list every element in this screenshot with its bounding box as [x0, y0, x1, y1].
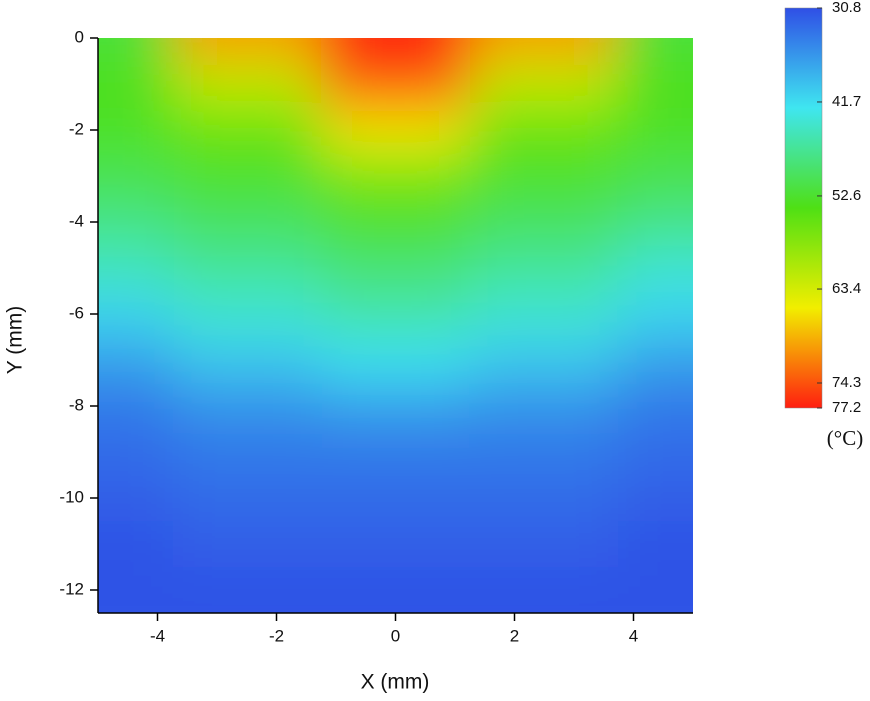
colorbar-tick-label: 77.2 — [832, 399, 861, 416]
x-tick-label: 2 — [510, 626, 519, 645]
y-axis-label: Y (mm) — [4, 306, 27, 374]
heat-cell — [172, 38, 322, 61]
heat-cell — [618, 153, 693, 199]
heat-cell — [618, 245, 693, 291]
heat-cell — [469, 291, 619, 337]
heat-cell — [618, 199, 693, 245]
heat-cell — [98, 38, 173, 61]
heatmap — [98, 38, 693, 613]
heat-cell — [469, 521, 619, 567]
colorbar — [784, 7, 823, 409]
y-tick-label: 0 — [75, 27, 84, 46]
heat-cell — [618, 521, 693, 567]
heat-cell — [98, 429, 173, 475]
heat-cell — [172, 61, 322, 107]
heat-cell — [321, 38, 470, 61]
heat-cell — [98, 245, 173, 291]
heat-cell — [618, 61, 693, 107]
heat-cell — [172, 199, 322, 245]
heat-cell — [98, 567, 173, 613]
x-tick-label: 0 — [391, 626, 400, 645]
heat-cell — [321, 475, 470, 521]
x-tick-label: 4 — [629, 626, 638, 645]
colorbar-tick-label: 41.7 — [832, 93, 861, 110]
heat-cell — [469, 107, 619, 153]
heat-cell — [321, 245, 470, 291]
heat-cell — [172, 153, 322, 199]
heat-cell — [469, 429, 619, 475]
heat-cell — [98, 153, 173, 199]
heat-cell — [618, 475, 693, 521]
heat-cell — [618, 337, 693, 383]
heat-cell — [321, 199, 470, 245]
heat-cell — [321, 429, 470, 475]
heat-cell — [469, 383, 619, 429]
heat-cell — [469, 245, 619, 291]
heat-cell — [321, 521, 470, 567]
heat-cell — [172, 291, 322, 337]
heat-cell — [469, 337, 619, 383]
x-axis-label: X (mm) — [361, 671, 430, 694]
heat-cell — [98, 383, 173, 429]
heat-cell — [469, 475, 619, 521]
heat-cell — [469, 38, 619, 61]
y-tick-label: -6 — [69, 303, 84, 322]
heat-cell — [321, 61, 470, 107]
heat-cell — [321, 337, 470, 383]
heat-cell — [98, 107, 173, 153]
y-tick-label: -2 — [69, 119, 84, 138]
heat-cell — [321, 153, 470, 199]
heat-cell — [172, 337, 322, 383]
colorbar-label: (°C) — [827, 426, 863, 450]
y-tick-label: -10 — [59, 487, 84, 506]
heat-cell — [172, 245, 322, 291]
heat-cell — [98, 337, 173, 383]
colorbar-tick-label: 63.4 — [832, 280, 861, 297]
heat-cell — [98, 199, 173, 245]
x-tick-label: -4 — [150, 626, 165, 645]
heat-cell — [172, 383, 322, 429]
heat-cell — [618, 383, 693, 429]
colorbar-tick-label: 74.3 — [832, 374, 861, 391]
heat-cell — [321, 107, 470, 153]
heat-cell — [172, 475, 322, 521]
colorbar-tick-label: 30.8 — [832, 0, 861, 16]
x-tick-label: -2 — [269, 626, 284, 645]
heat-cell — [98, 291, 173, 337]
y-tick-label: -12 — [59, 579, 84, 598]
y-tick-label: -8 — [69, 395, 84, 414]
heat-cell — [618, 107, 693, 153]
heat-cell — [172, 429, 322, 475]
heat-cell — [172, 521, 322, 567]
heat-cell — [469, 153, 619, 199]
heat-cell — [469, 61, 619, 107]
heat-cell — [618, 429, 693, 475]
heat-cell — [618, 291, 693, 337]
heat-cell — [618, 567, 693, 613]
heat-cell — [321, 383, 470, 429]
heat-cell — [618, 38, 693, 61]
heat-cell — [469, 199, 619, 245]
heat-cell — [172, 107, 322, 153]
heat-cell — [321, 291, 470, 337]
heat-cell — [172, 567, 322, 613]
heat-cell — [98, 521, 173, 567]
heat-cell — [469, 567, 619, 613]
y-tick-label: -4 — [69, 211, 84, 230]
colorbar-tick-label: 52.6 — [832, 187, 861, 204]
plot-area — [98, 38, 693, 613]
heat-cell — [321, 567, 470, 613]
heat-cell — [98, 61, 173, 107]
heat-cell — [98, 475, 173, 521]
